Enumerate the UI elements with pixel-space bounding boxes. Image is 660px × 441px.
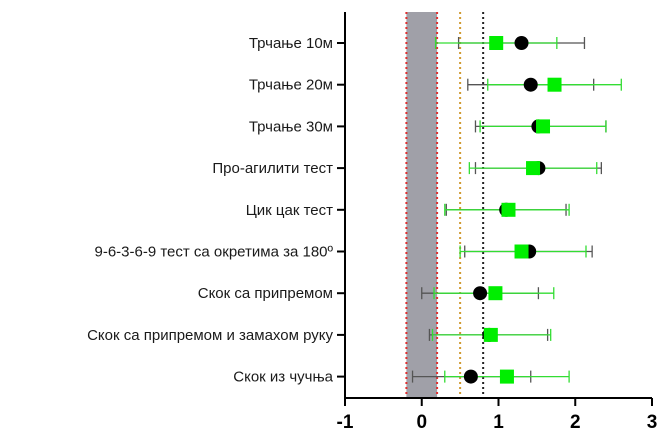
axes	[344, 12, 652, 399]
point-square	[501, 202, 516, 217]
category-label: Скок са припремом и замахом руку	[87, 327, 333, 344]
point-square	[489, 36, 504, 50]
point-square	[499, 369, 514, 384]
point-square	[526, 161, 541, 176]
point-circle	[514, 36, 529, 50]
x-tick-label: 2	[570, 412, 581, 433]
markers-layer	[463, 36, 562, 384]
category-labels: Трчање 10м Трчање 20м Трчање 30м Про-агилит…	[87, 35, 345, 386]
point-square	[547, 77, 562, 92]
point-square	[483, 327, 498, 342]
point-square	[488, 286, 503, 301]
category-label: Трчање 20м	[249, 77, 333, 94]
category-label: Про-агилити тест	[212, 160, 333, 177]
x-tick-label: 3	[647, 412, 658, 433]
x-tick-label: -1	[337, 412, 354, 433]
category-label: Трчање 10м	[249, 35, 333, 52]
x-tick-label: 1	[493, 412, 504, 433]
x-axis-ticks: -1 0 1 2 3	[337, 398, 658, 433]
error-bars-layer	[411, 37, 622, 383]
point-square	[536, 119, 551, 134]
category-label: Скок са припремом	[198, 285, 333, 302]
x-tick-label: 0	[416, 412, 427, 433]
category-label: Трчање 30м	[249, 118, 333, 135]
category-label: 9-6-3-6-9 тест са окретима за 180º	[94, 244, 333, 261]
point-circle	[463, 369, 478, 384]
point-square	[514, 244, 529, 259]
category-label: Цик цак тест	[246, 202, 333, 219]
point-circle	[523, 77, 538, 92]
category-label: Скок из чучња	[233, 369, 333, 386]
point-circle	[473, 286, 488, 301]
